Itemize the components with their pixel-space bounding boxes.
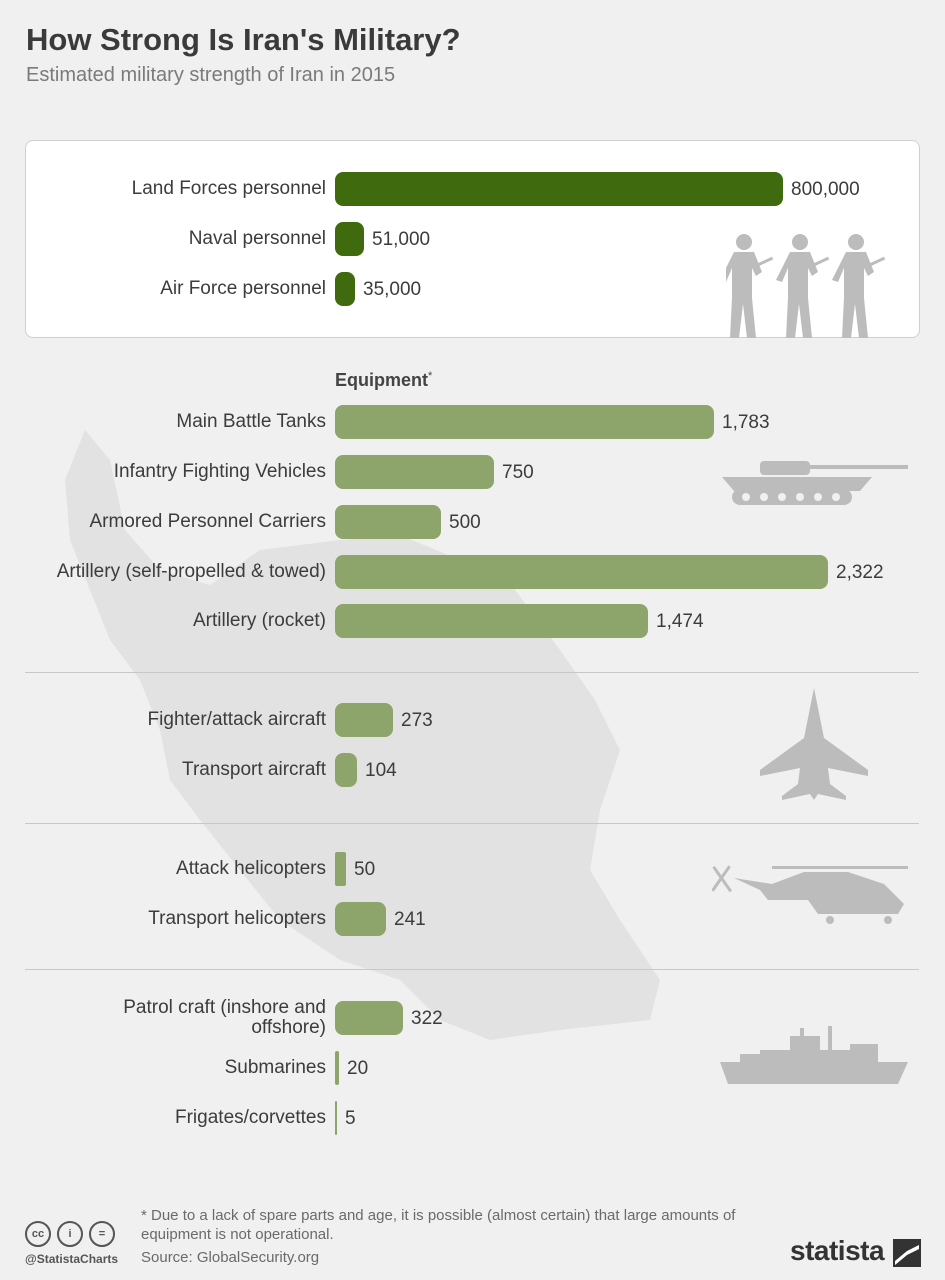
attribution-icon: i (57, 1221, 83, 1247)
equipment-heading: Equipment* (335, 370, 433, 390)
page-title: How Strong Is Iran's Military? (26, 22, 461, 57)
bar (335, 555, 828, 589)
category-label: Fighter/attack aircraft (147, 709, 326, 730)
category-label: Artillery (self-propelled & towed) (56, 561, 326, 582)
category-label: Attack helicopters (176, 858, 326, 879)
category-label: Submarines (224, 1057, 326, 1078)
category-label: Patrol craft (inshore and offshore) (123, 997, 326, 1038)
category-label: Artillery (rocket) (192, 610, 326, 631)
category-label: Transport aircraft (182, 759, 326, 780)
license-icons: cc i = (25, 1221, 115, 1247)
value-label: 35,000 (363, 279, 422, 300)
soldiers-icon (726, 234, 886, 338)
bar (335, 505, 441, 539)
footnote: * Due to a lack of spare parts and age, … (141, 1207, 736, 1243)
social-handle: @StatistaCharts (25, 1252, 119, 1266)
bar (335, 272, 355, 306)
helicopter-icon (712, 865, 908, 924)
section-divider (25, 969, 919, 970)
value-label: 750 (502, 462, 534, 483)
no-derivatives-icon: = (89, 1221, 115, 1247)
fighter-jet-icon (760, 688, 868, 800)
category-label: Land Forces personnel (131, 178, 326, 199)
category-label: Main Battle Tanks (176, 411, 326, 432)
bar (335, 852, 346, 886)
bar (335, 222, 364, 256)
bar (335, 405, 714, 439)
value-label: 241 (394, 909, 426, 930)
bar (335, 1001, 403, 1035)
category-label: Frigates/corvettes (175, 1107, 326, 1128)
section-divider (25, 823, 919, 824)
value-label: 51,000 (372, 229, 431, 250)
warship-icon (720, 1026, 908, 1084)
value-label: 322 (411, 1008, 443, 1029)
brand-logo-text: statista (790, 1235, 885, 1266)
category-label: Naval personnel (188, 228, 326, 249)
page-subtitle: Estimated military strength of Iran in 2… (26, 64, 396, 86)
bar (335, 172, 783, 206)
bar (335, 604, 648, 638)
value-label: 20 (347, 1058, 369, 1079)
section-divider (25, 672, 919, 673)
category-label: Armored Personnel Carriers (89, 511, 326, 532)
bar (335, 703, 393, 737)
value-label: 104 (365, 760, 397, 781)
category-label: Infantry Fighting Vehicles (113, 461, 326, 482)
bar (335, 1101, 337, 1135)
value-label: 5 (345, 1108, 356, 1129)
creative-commons-icon: cc (25, 1221, 51, 1247)
bar (335, 455, 494, 489)
value-label: 1,474 (656, 611, 704, 632)
value-label: 50 (354, 859, 376, 880)
category-label: Air Force personnel (160, 278, 326, 299)
value-label: 1,783 (722, 412, 770, 433)
bar (335, 902, 386, 936)
tank-icon (722, 461, 908, 505)
value-label: 2,322 (836, 562, 884, 583)
source-note: Source: GlobalSecurity.org (141, 1249, 320, 1266)
bar (335, 1051, 339, 1085)
category-label: Transport helicopters (148, 908, 326, 929)
value-label: 273 (401, 710, 433, 731)
value-label: 500 (449, 512, 481, 533)
bar (335, 753, 357, 787)
value-label: 800,000 (791, 179, 860, 200)
brand-logo-icon (893, 1239, 921, 1267)
